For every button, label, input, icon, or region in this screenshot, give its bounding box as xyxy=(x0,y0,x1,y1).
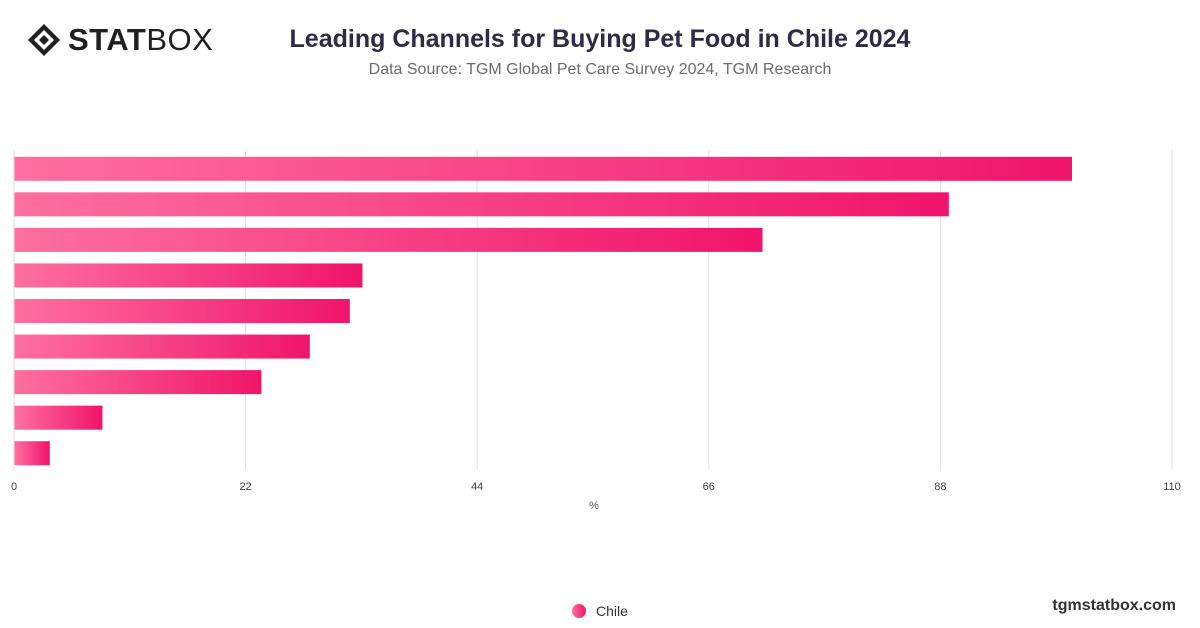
bar-3[interactable] xyxy=(14,227,763,252)
chart-subtitle: Data Source: TGM Global Pet Care Survey … xyxy=(368,61,832,78)
bar-6[interactable] xyxy=(14,334,310,359)
chart-title: Leading Channels for Buying Pet Food in … xyxy=(289,25,911,53)
x-tick-label: 0 xyxy=(11,481,17,493)
bar-chart: 0 22 44 66 88 110 % xyxy=(11,150,1181,512)
bars xyxy=(14,156,1072,466)
brand-wordmark: STATBOX xyxy=(68,22,213,58)
x-axis-label: % xyxy=(589,500,599,512)
bar-9[interactable] xyxy=(14,441,50,466)
legend-marker xyxy=(572,604,586,618)
brand-bold: STAT xyxy=(68,22,147,57)
x-tick-label: 66 xyxy=(703,481,715,493)
x-tick-label: 22 xyxy=(239,481,251,493)
bar-2[interactable] xyxy=(14,192,949,217)
statbox-diamond-icon xyxy=(28,24,60,56)
bar-1[interactable] xyxy=(14,156,1072,181)
bar-8[interactable] xyxy=(14,405,103,430)
legend-label-chile: Chile xyxy=(596,603,628,619)
x-tick-label: 44 xyxy=(471,481,483,493)
x-tick-label: 88 xyxy=(934,481,946,493)
bar-4[interactable] xyxy=(14,263,363,288)
bar-7[interactable] xyxy=(14,370,262,395)
brand-light: BOX xyxy=(146,22,214,57)
brand-logo: STATBOX xyxy=(26,22,213,58)
bar-5[interactable] xyxy=(14,299,350,323)
footer-site[interactable]: tgmstatbox.com xyxy=(1052,597,1176,614)
x-tick-label: 110 xyxy=(1163,481,1181,493)
x-axis-ticks: 0 22 44 66 88 110 xyxy=(11,481,1181,493)
legend[interactable]: Chile xyxy=(572,602,628,620)
